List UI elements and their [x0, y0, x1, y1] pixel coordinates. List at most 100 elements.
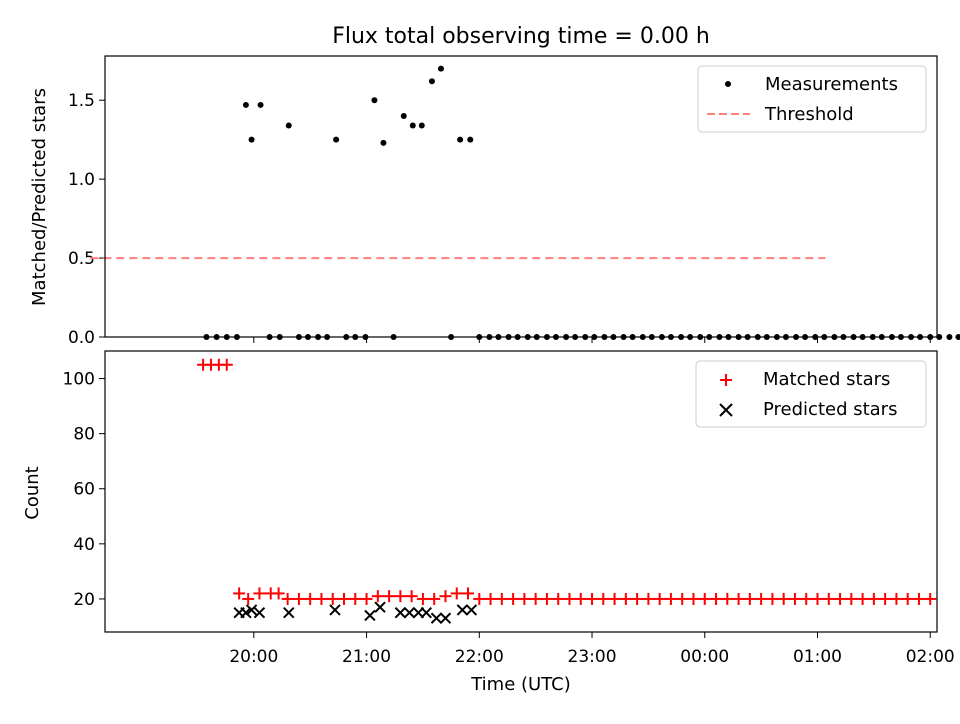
measurements-point: [333, 136, 340, 143]
matched-stars-point: [529, 592, 542, 605]
measurements-point: [380, 139, 387, 146]
matched-stars-point: [619, 592, 632, 605]
matched-stars-point: [405, 590, 418, 603]
matched-stars-point: [867, 592, 880, 605]
matched-stars-point: [338, 592, 351, 605]
bottom-axis-ticks: 20 40 60 80 100 20:00 21:00 22:00 23:00 00:00 01:0…: [63, 370, 955, 667]
bottom-y-tick-label: 20: [73, 590, 95, 610]
measurements-point: [946, 334, 953, 340]
matched-stars-point: [304, 592, 317, 605]
matched-stars-point: [281, 592, 294, 605]
matched-stars-point: [315, 592, 328, 605]
bottom-legend-box: [695, 360, 927, 428]
top-legend-box: [697, 65, 927, 133]
matched-stars-point: [755, 592, 768, 605]
x-tick-label: 23:00: [568, 647, 617, 667]
predicted-stars-point: [456, 604, 469, 616]
top-y-tick-label: 0.0: [68, 328, 95, 348]
measurements-point: [418, 122, 425, 129]
bottom-y-tick-label: 100: [63, 370, 95, 390]
matched-stars-point: [901, 592, 914, 605]
x-tick-label: 00:00: [680, 647, 729, 667]
top-axes-frame: [104, 55, 938, 338]
matched-stars-point: [272, 587, 285, 600]
matched-stars-point: [766, 592, 779, 605]
matched-stars-point: [653, 592, 666, 605]
top-y-axis-label: Matched/Predicted stars: [29, 88, 50, 306]
matched-stars-point: [676, 592, 689, 605]
bottom-y-axis-label: Count: [22, 466, 43, 519]
predicted-stars-point: [465, 604, 478, 616]
matched-stars-point: [439, 590, 452, 603]
predicted-stars-point: [253, 607, 266, 619]
matched-stars-point: [383, 590, 396, 603]
x-axis-label: Time (UTC): [470, 674, 571, 695]
bottom-data-marks: [197, 358, 937, 624]
matched-stars-point: [462, 587, 475, 600]
legend-matched-label: Matched stars: [763, 369, 890, 390]
matched-stars-point: [574, 592, 587, 605]
predicted-stars-point: [364, 609, 376, 622]
legend-measurements-label: Measurements: [765, 74, 898, 95]
matched-stars-point: [473, 592, 486, 605]
top-panel: Flux total observing time = 0.00 h 0.0 0.…: [29, 24, 960, 348]
measurements-point: [437, 65, 444, 72]
matched-stars-point: [597, 592, 610, 605]
matched-stars-point: [834, 592, 847, 605]
x-tick-label: 20:00: [229, 647, 278, 667]
predicted-stars-point: [439, 612, 452, 624]
top-legend: Measurements Threshold: [697, 65, 927, 133]
measurements-point: [248, 136, 255, 143]
matched-stars-point: [428, 592, 441, 605]
matched-stars-point: [552, 592, 565, 605]
bottom-y-tick-label: 60: [73, 480, 95, 500]
x-tick-label: 21:00: [342, 647, 391, 667]
predicted-stars-point: [403, 607, 416, 619]
matched-stars-point: [608, 592, 621, 605]
matched-stars-point: [233, 587, 246, 600]
matched-stars-point: [698, 592, 711, 605]
measurements-point: [428, 78, 435, 85]
x-tick-label: 22:00: [455, 647, 504, 667]
x-tick-label: 02:00: [906, 647, 955, 667]
matched-stars-point: [890, 592, 903, 605]
measurements-point: [242, 101, 249, 108]
matched-stars-point: [687, 592, 700, 605]
top-data-marks: [90, 65, 960, 340]
matched-stars-point: [349, 592, 362, 605]
predicted-stars-point: [240, 607, 252, 619]
legend-predicted-marker: [719, 403, 733, 417]
matched-stars-point: [450, 587, 463, 600]
matched-stars-point: [220, 358, 233, 371]
bottom-legend: Matched stars Predicted stars: [695, 360, 927, 428]
measurements-point: [955, 334, 960, 340]
matched-stars-point: [732, 592, 745, 605]
predicted-stars-point: [329, 604, 341, 616]
measurements-point: [936, 334, 943, 340]
matched-stars-point: [495, 592, 508, 605]
matched-stars-point: [540, 592, 553, 605]
measurements-point: [371, 97, 378, 104]
bottom-axes-frame: [104, 350, 938, 633]
matched-stars-point: [879, 592, 892, 605]
matched-stars-point: [326, 592, 339, 605]
top-y-tick-label: 1.0: [68, 170, 95, 190]
matched-stars-point: [743, 592, 756, 605]
matched-stars-point: [416, 592, 429, 605]
matched-stars-point: [360, 592, 373, 605]
matched-stars-point: [800, 592, 813, 605]
measurements-point: [257, 101, 264, 108]
predicted-stars-point: [430, 612, 443, 624]
matched-stars-point: [664, 592, 677, 605]
matched-stars-point: [710, 592, 723, 605]
measurements-point: [285, 122, 292, 129]
top-y-tick-label: 1.5: [68, 91, 95, 111]
measurements-point: [467, 136, 474, 143]
bottom-y-tick-label: 80: [73, 425, 95, 445]
matched-stars-point: [845, 592, 858, 605]
predicted-stars-point: [394, 607, 407, 619]
matched-stars-point: [586, 592, 599, 605]
measurements-point: [409, 122, 416, 129]
matched-stars-point: [721, 592, 734, 605]
